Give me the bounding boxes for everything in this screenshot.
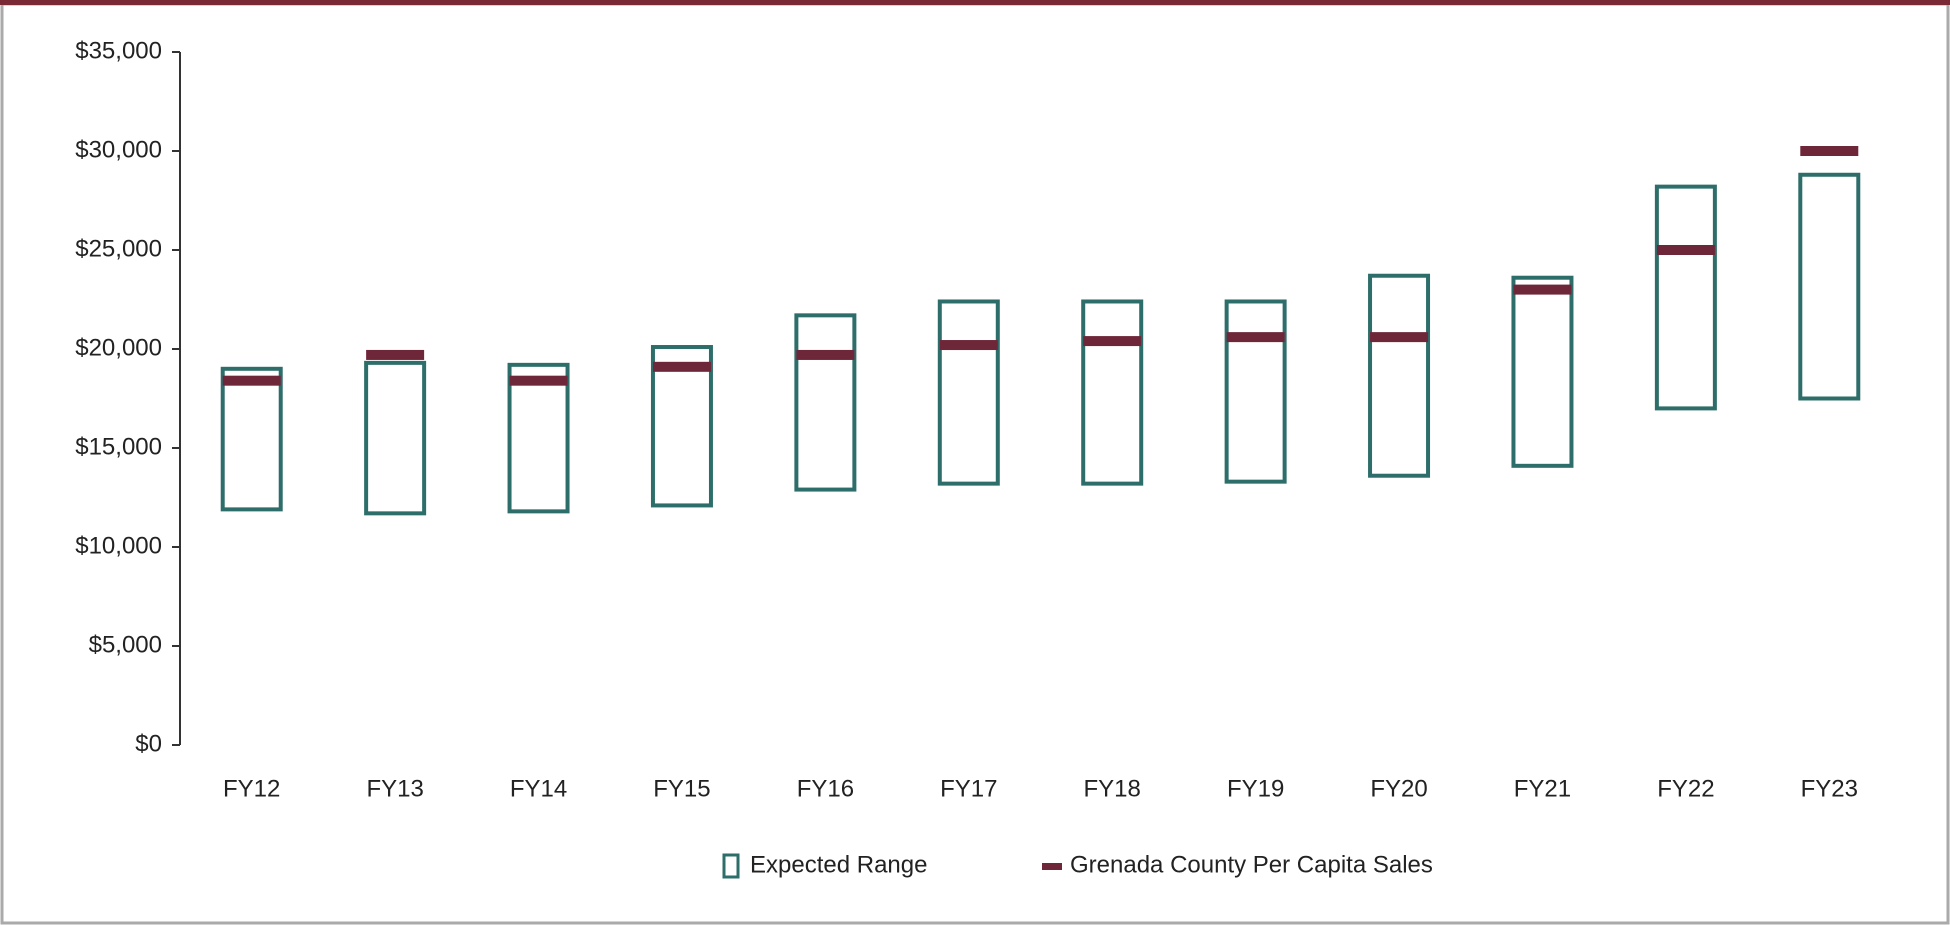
legend-label: Grenada County Per Capita Sales (1070, 851, 1433, 878)
range-bar (364, 360, 427, 516)
marker (222, 375, 281, 386)
range-bar (1368, 273, 1431, 478)
x-tick-label: FY19 (1227, 775, 1284, 802)
range-bar (937, 299, 1000, 486)
y-tick-label: $10,000 (75, 532, 162, 559)
legend-swatch (722, 853, 740, 879)
x-tick-label: FY16 (797, 775, 854, 802)
x-tick-label: FY13 (366, 775, 423, 802)
top-border (0, 0, 1950, 5)
y-tick-label: $15,000 (75, 433, 162, 460)
marker (366, 349, 425, 360)
marker (1370, 332, 1429, 343)
range-bar (794, 313, 857, 492)
marker (1800, 146, 1859, 156)
y-tick-label: $0 (135, 730, 162, 757)
legend-label: Expected Range (750, 851, 927, 878)
marker (509, 375, 568, 386)
y-tick-label: $35,000 (75, 37, 162, 64)
range-bar (650, 345, 713, 508)
range-bar (1081, 299, 1144, 486)
x-tick-label: FY23 (1801, 775, 1858, 802)
x-tick-label: FY14 (510, 775, 567, 802)
x-tick-label: FY12 (223, 775, 280, 802)
x-tick-label: FY20 (1370, 775, 1427, 802)
marker (796, 349, 855, 360)
range-bar (220, 366, 283, 512)
marker (1083, 336, 1142, 347)
range-bar (507, 362, 570, 514)
range-bar (1511, 275, 1574, 468)
y-tick-label: $5,000 (89, 631, 162, 658)
marker (939, 340, 998, 351)
marker (1513, 284, 1572, 295)
legend-swatch (1042, 863, 1062, 870)
marker (1226, 332, 1285, 343)
x-tick-label: FY22 (1657, 775, 1714, 802)
range-bar (1798, 172, 1861, 401)
y-tick-label: $30,000 (75, 136, 162, 163)
y-tick-label: $25,000 (75, 235, 162, 262)
marker (1656, 245, 1715, 255)
range-bar (1654, 184, 1717, 411)
x-tick-label: FY15 (653, 775, 710, 802)
x-tick-label: FY18 (1084, 775, 1141, 802)
x-tick-label: FY21 (1514, 775, 1571, 802)
range-bar (1224, 299, 1287, 484)
marker (652, 361, 711, 372)
y-tick-label: $20,000 (75, 334, 162, 361)
x-tick-label: FY17 (940, 775, 997, 802)
